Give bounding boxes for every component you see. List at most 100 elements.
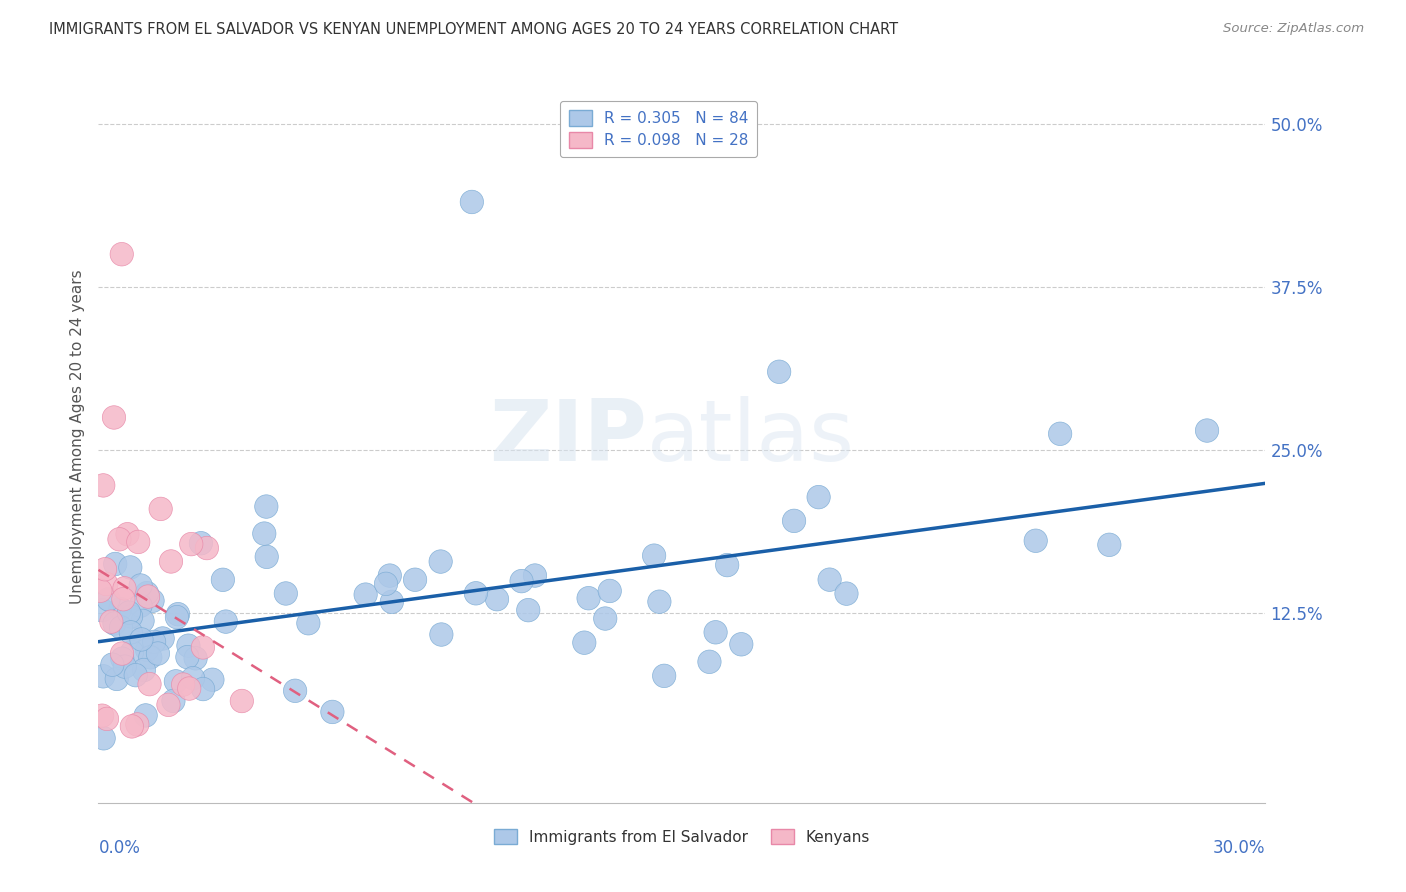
Ellipse shape — [110, 615, 132, 640]
Y-axis label: Unemployment Among Ages 20 to 24 years: Unemployment Among Ages 20 to 24 years — [69, 269, 84, 605]
Ellipse shape — [125, 713, 149, 736]
Ellipse shape — [274, 582, 298, 606]
Ellipse shape — [716, 553, 740, 577]
Ellipse shape — [818, 568, 841, 591]
Ellipse shape — [321, 700, 344, 723]
Legend: Immigrants from El Salvador, Kenyans: Immigrants from El Salvador, Kenyans — [485, 820, 879, 854]
Ellipse shape — [129, 628, 153, 651]
Ellipse shape — [118, 556, 142, 579]
Ellipse shape — [807, 485, 831, 508]
Ellipse shape — [190, 532, 212, 555]
Ellipse shape — [176, 646, 200, 669]
Ellipse shape — [598, 579, 621, 603]
Ellipse shape — [523, 564, 547, 587]
Ellipse shape — [93, 558, 117, 581]
Ellipse shape — [138, 673, 162, 696]
Ellipse shape — [464, 582, 488, 605]
Text: Source: ZipAtlas.com: Source: ZipAtlas.com — [1223, 22, 1364, 36]
Ellipse shape — [112, 655, 136, 679]
Ellipse shape — [191, 677, 215, 701]
Ellipse shape — [201, 668, 224, 691]
Ellipse shape — [108, 527, 131, 551]
Ellipse shape — [572, 631, 596, 655]
Ellipse shape — [135, 582, 159, 605]
Ellipse shape — [91, 726, 115, 750]
Text: 0.0%: 0.0% — [98, 839, 141, 857]
Ellipse shape — [643, 544, 666, 567]
Ellipse shape — [181, 666, 205, 690]
Ellipse shape — [131, 609, 155, 632]
Ellipse shape — [139, 646, 162, 669]
Text: atlas: atlas — [647, 395, 855, 479]
Ellipse shape — [485, 588, 509, 611]
Ellipse shape — [177, 634, 200, 657]
Ellipse shape — [108, 598, 132, 621]
Ellipse shape — [253, 522, 276, 545]
Ellipse shape — [1098, 533, 1121, 557]
Ellipse shape — [593, 607, 617, 631]
Ellipse shape — [124, 664, 148, 687]
Ellipse shape — [177, 677, 201, 700]
Ellipse shape — [117, 601, 141, 624]
Ellipse shape — [91, 474, 115, 497]
Ellipse shape — [166, 606, 188, 629]
Ellipse shape — [704, 621, 727, 644]
Ellipse shape — [104, 552, 127, 575]
Ellipse shape — [90, 599, 114, 622]
Ellipse shape — [157, 693, 180, 716]
Ellipse shape — [127, 530, 150, 554]
Ellipse shape — [180, 533, 202, 556]
Ellipse shape — [652, 665, 676, 688]
Ellipse shape — [115, 523, 139, 546]
Ellipse shape — [120, 605, 142, 628]
Ellipse shape — [97, 588, 120, 611]
Ellipse shape — [378, 564, 402, 587]
Ellipse shape — [1024, 529, 1047, 552]
Ellipse shape — [172, 673, 195, 697]
Ellipse shape — [141, 589, 165, 613]
Ellipse shape — [165, 670, 187, 693]
Ellipse shape — [94, 572, 118, 596]
Ellipse shape — [159, 549, 183, 574]
Ellipse shape — [254, 545, 278, 568]
Ellipse shape — [91, 665, 115, 688]
Ellipse shape — [100, 610, 122, 633]
Ellipse shape — [166, 602, 190, 626]
Ellipse shape — [835, 582, 858, 606]
Ellipse shape — [782, 509, 806, 533]
Ellipse shape — [404, 568, 427, 591]
Ellipse shape — [195, 536, 218, 560]
Ellipse shape — [110, 243, 134, 266]
Ellipse shape — [510, 569, 533, 593]
Ellipse shape — [142, 630, 166, 654]
Ellipse shape — [460, 190, 484, 214]
Ellipse shape — [191, 636, 215, 659]
Text: IMMIGRANTS FROM EL SALVADOR VS KENYAN UNEMPLOYMENT AMONG AGES 20 TO 24 YEARS COR: IMMIGRANTS FROM EL SALVADOR VS KENYAN UN… — [49, 22, 898, 37]
Ellipse shape — [136, 585, 160, 608]
Ellipse shape — [111, 647, 134, 671]
Ellipse shape — [697, 650, 721, 673]
Ellipse shape — [149, 497, 173, 521]
Ellipse shape — [89, 579, 112, 602]
Ellipse shape — [110, 641, 134, 665]
Ellipse shape — [231, 690, 253, 713]
Ellipse shape — [90, 704, 114, 728]
Ellipse shape — [135, 638, 159, 662]
Ellipse shape — [129, 594, 152, 617]
Ellipse shape — [768, 360, 790, 384]
Ellipse shape — [101, 653, 124, 676]
Ellipse shape — [184, 647, 207, 670]
Ellipse shape — [354, 582, 377, 607]
Ellipse shape — [1049, 422, 1071, 445]
Ellipse shape — [430, 623, 453, 647]
Ellipse shape — [1195, 419, 1219, 442]
Ellipse shape — [162, 690, 186, 713]
Ellipse shape — [105, 667, 128, 690]
Ellipse shape — [103, 406, 125, 429]
Ellipse shape — [214, 610, 238, 633]
Ellipse shape — [297, 612, 321, 635]
Ellipse shape — [374, 572, 398, 596]
Ellipse shape — [121, 640, 143, 664]
Ellipse shape — [134, 704, 157, 727]
Ellipse shape — [429, 549, 453, 574]
